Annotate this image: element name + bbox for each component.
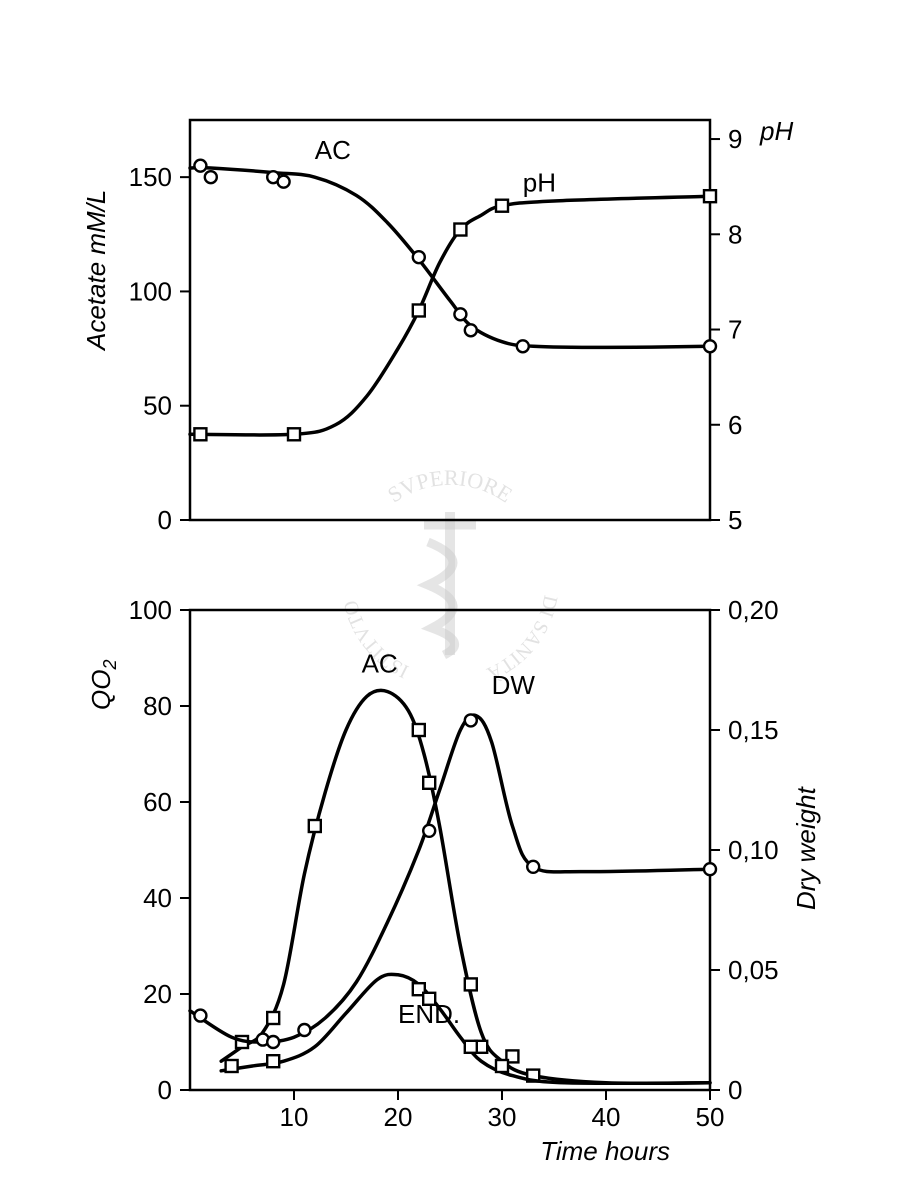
marker-square [413, 304, 425, 316]
marker-circle [454, 308, 466, 320]
xtick: 50 [696, 1102, 725, 1132]
series-label-ac: AC [362, 648, 398, 678]
marker-circle [413, 251, 425, 263]
marker-circle [423, 825, 435, 837]
marker-circle [194, 1010, 206, 1022]
marker-square [496, 200, 508, 212]
ytick-left: 150 [129, 162, 172, 192]
ytick-right: 0,15 [728, 715, 779, 745]
series-label-ac: AC [315, 135, 351, 165]
ytick-right: 0,05 [728, 955, 779, 985]
xtick: 10 [280, 1102, 309, 1132]
marker-circle [704, 340, 716, 352]
marker-square [267, 1055, 279, 1067]
y-left-label: QO2 [86, 660, 120, 710]
marker-square [454, 224, 466, 236]
ytick-left: 50 [143, 391, 172, 421]
ytick-left: 0 [158, 505, 172, 535]
ytick-left: 100 [129, 276, 172, 306]
ytick-right: 5 [728, 505, 742, 535]
xtick: 40 [592, 1102, 621, 1132]
watermark-serpent [428, 542, 455, 655]
series-label-dw: DW [492, 670, 536, 700]
marker-square [704, 190, 716, 202]
ytick-right: 8 [728, 219, 742, 249]
y-right-label: Dry weight [791, 785, 821, 910]
y-left-label: Acetate mM/L [81, 190, 111, 352]
marker-circle [205, 171, 217, 183]
ytick-left: 0 [158, 1075, 172, 1105]
marker-circle [527, 861, 539, 873]
series-label-end.: END. [398, 999, 460, 1029]
marker-square [194, 428, 206, 440]
ytick-left: 40 [143, 883, 172, 913]
series-label-ph: pH [523, 167, 556, 197]
marker-square [288, 428, 300, 440]
ytick-right: 0,10 [728, 835, 779, 865]
y-right-label: pH [759, 116, 793, 146]
marker-square [423, 777, 435, 789]
marker-square [465, 1041, 477, 1053]
xtick: 30 [488, 1102, 517, 1132]
xtick: 20 [384, 1102, 413, 1132]
marker-square [496, 1060, 508, 1072]
marker-circle [267, 1036, 279, 1048]
ytick-right: 6 [728, 410, 742, 440]
ytick-left: 100 [129, 595, 172, 625]
ytick-right: 0,20 [728, 595, 779, 625]
series-line-ac [221, 690, 710, 1083]
marker-circle [278, 176, 290, 188]
marker-square [465, 978, 477, 990]
x-label: Time hours [540, 1136, 670, 1166]
ytick-left: 80 [143, 691, 172, 721]
marker-circle [465, 324, 477, 336]
series-line-ac [190, 168, 710, 348]
ytick-right: 7 [728, 315, 742, 345]
series-line-ph [190, 196, 710, 435]
marker-circle [465, 714, 477, 726]
marker-circle [704, 863, 716, 875]
ytick-right: 0 [728, 1075, 742, 1105]
ytick-right: 9 [728, 124, 742, 154]
watermark-text: SVPERIORE [383, 465, 517, 507]
marker-square [267, 1012, 279, 1024]
marker-circle [194, 160, 206, 172]
ytick-left: 60 [143, 787, 172, 817]
marker-square [413, 724, 425, 736]
marker-square [226, 1060, 238, 1072]
marker-square [309, 820, 321, 832]
marker-circle [517, 340, 529, 352]
ytick-left: 20 [143, 979, 172, 1009]
marker-circle [298, 1024, 310, 1036]
